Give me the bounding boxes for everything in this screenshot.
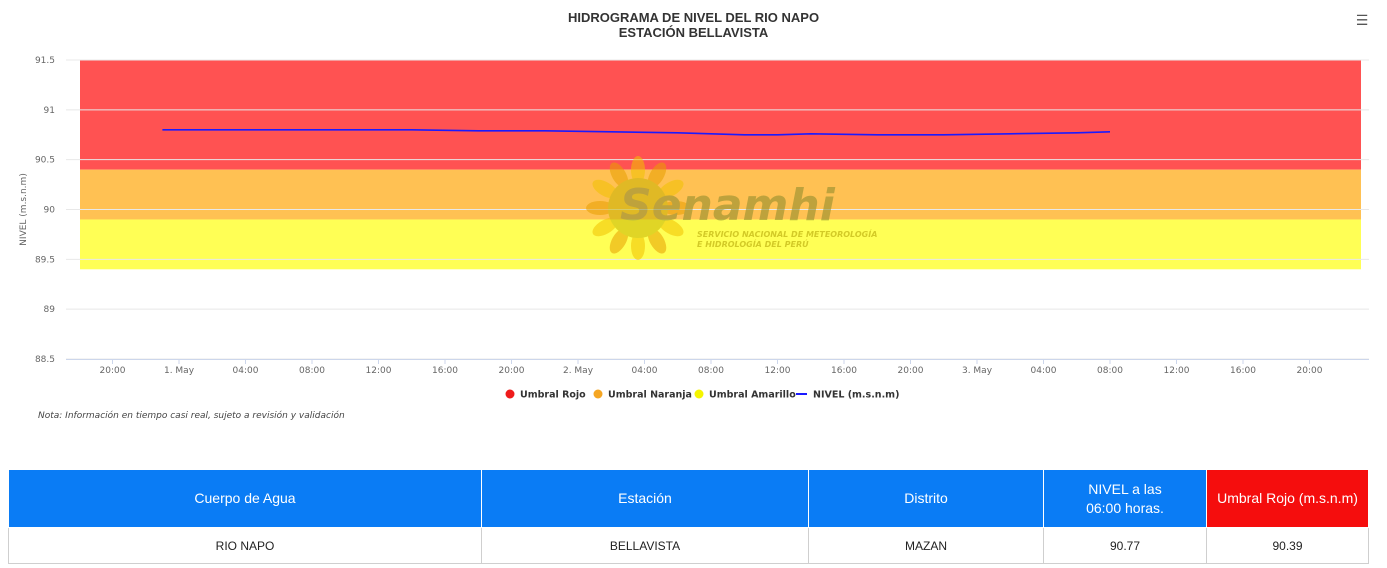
legend-marker bbox=[694, 389, 704, 399]
hamburger-menu-icon[interactable]: ☰ bbox=[1355, 12, 1369, 28]
x-tick-label: 12:00 bbox=[765, 366, 791, 376]
y-tick-label: 90 bbox=[44, 206, 56, 216]
station-info-table: Cuerpo de Agua Estación Distrito NIVEL a… bbox=[8, 469, 1369, 564]
chart-svg: 88.5 89 89.5 90 90.5 91 91.5 20:00 1. May 04:00 08… bbox=[19, 56, 1369, 401]
cell-cuerpo-de-agua: RIO NAPO bbox=[8, 527, 482, 564]
header-cuerpo-de-agua: Cuerpo de Agua bbox=[8, 469, 482, 528]
x-tick-label: 16:00 bbox=[831, 366, 857, 376]
header-umbral-rojo: Umbral Rojo (m.s.n.m) bbox=[1206, 469, 1369, 528]
x-tick-label: 08:00 bbox=[299, 366, 325, 376]
table-header-row: Cuerpo de Agua Estación Distrito NIVEL a… bbox=[8, 469, 1369, 528]
watermark-brand-text: Senamhi bbox=[620, 180, 836, 231]
cell-estacion: BELLAVISTA bbox=[481, 527, 809, 564]
cell-umbral-rojo: 90.39 bbox=[1206, 527, 1369, 564]
y-tick-label: 91.5 bbox=[35, 56, 55, 66]
x-tick-label: 12:00 bbox=[1164, 366, 1190, 376]
watermark-subtitle-text: E HIDROLOGÍA DEL PERÚ bbox=[697, 238, 809, 249]
legend-marker bbox=[593, 389, 603, 399]
series-line-nivel bbox=[162, 129, 1111, 136]
y-axis-label: NIVEL (m.s.n.m) bbox=[19, 173, 29, 246]
cell-distrito: MAZAN bbox=[808, 527, 1044, 564]
watermark-subtitle-text: SERVICIO NACIONAL DE METEOROLOGÍA bbox=[697, 228, 877, 239]
legend-item-label: Umbral Naranja bbox=[608, 390, 692, 401]
header-distrito: Distrito bbox=[808, 469, 1044, 528]
x-tick-label: 20:00 bbox=[898, 366, 924, 376]
x-tick-label: 04:00 bbox=[233, 366, 259, 376]
x-tick-label: 04:00 bbox=[1031, 366, 1057, 376]
header-nivel-06h: NIVEL a las 06:00 horas. bbox=[1043, 469, 1207, 528]
x-tick-label: 12:00 bbox=[366, 366, 392, 376]
chart-note: Nota: Información en tiempo casi real, s… bbox=[38, 411, 345, 421]
cell-nivel-06h: 90.77 bbox=[1043, 527, 1207, 564]
x-tick-label: 20:00 bbox=[1297, 366, 1323, 376]
chart-subtitle: ESTACIÓN BELLAVISTA bbox=[618, 25, 769, 40]
x-tick-label: 16:00 bbox=[1230, 366, 1256, 376]
table-row: RIO NAPO BELLAVISTA MAZAN 90.77 90.39 bbox=[8, 527, 1369, 564]
x-tick-label: 08:00 bbox=[698, 366, 724, 376]
y-tick-label: 91 bbox=[44, 106, 55, 116]
x-tick-label: 20:00 bbox=[100, 366, 126, 376]
legend-item-label: Umbral Rojo bbox=[520, 390, 586, 401]
x-tick-label: 20:00 bbox=[499, 366, 525, 376]
hydrograph-chart: HIDROGRAMA DE NIVEL DEL RIO NAPO ESTACIÓ… bbox=[19, 10, 1369, 421]
x-tick-label: 04:00 bbox=[632, 366, 658, 376]
x-tick-label: 2. May bbox=[563, 366, 594, 376]
chart-title: HIDROGRAMA DE NIVEL DEL RIO NAPO bbox=[567, 10, 820, 25]
y-tick-label: 89 bbox=[44, 305, 56, 315]
threshold-band-naranja bbox=[80, 169, 1361, 220]
y-tick-label: 88.5 bbox=[35, 355, 55, 365]
threshold-band-rojo bbox=[80, 60, 1361, 170]
y-tick-label: 90.5 bbox=[35, 156, 55, 166]
y-tick-label: 89.5 bbox=[35, 255, 55, 265]
threshold-band-amarillo bbox=[80, 219, 1361, 270]
x-tick-label: 3. May bbox=[962, 366, 993, 376]
legend-item-label: Umbral Amarillo bbox=[709, 390, 796, 401]
x-tick-label: 16:00 bbox=[432, 366, 458, 376]
legend-marker bbox=[505, 389, 515, 399]
legend-item-label: NIVEL (m.s.n.m) bbox=[813, 390, 899, 401]
header-estacion: Estación bbox=[481, 469, 809, 528]
x-tick-label: 1. May bbox=[164, 366, 195, 376]
x-tick-label: 08:00 bbox=[1097, 366, 1123, 376]
